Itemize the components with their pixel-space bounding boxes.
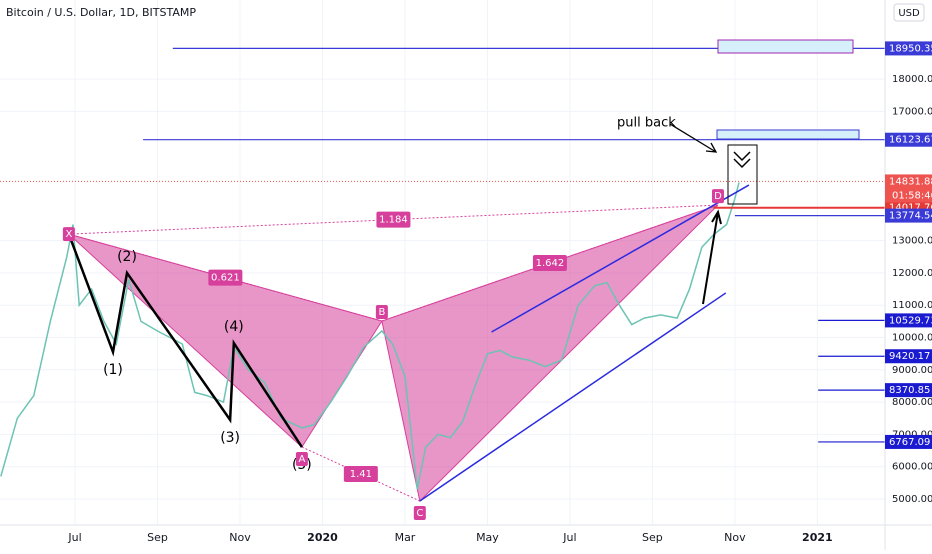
currency-label[interactable]: USD — [898, 8, 920, 19]
price-tag — [885, 383, 932, 398]
x-tick-label: Nov — [724, 531, 746, 544]
current-price-tag — [885, 174, 932, 203]
x-tick-label: Jul — [562, 531, 576, 544]
y-tick-label: 10000.00 — [892, 333, 932, 344]
y-tick-label: 5000.00 — [892, 494, 932, 505]
point-label: C — [416, 508, 423, 519]
target-box — [717, 39, 854, 54]
y-tick-label: 18000.00 — [892, 74, 932, 85]
y-tick-label: 8000.00 — [892, 397, 932, 408]
point-box — [375, 305, 388, 320]
point-box — [711, 189, 724, 204]
ratio-label: 1.642 — [536, 258, 565, 269]
y-tick-label: 13000.00 — [892, 236, 932, 247]
ratio-label: 1.184 — [379, 215, 408, 226]
y-tick-label: 17000.00 — [892, 106, 932, 117]
ratio-label: 1.41 — [350, 469, 372, 480]
price-line — [0, 182, 740, 490]
x-tick-label: 2020 — [307, 531, 338, 544]
y-tick-label: 12000.00 — [892, 268, 932, 279]
price-tag — [885, 349, 932, 364]
arrow — [702, 209, 722, 305]
annotation-arrow — [669, 123, 718, 153]
y-tick-label: 7000.00 — [892, 429, 932, 440]
ratio-box — [208, 269, 243, 286]
chevrons — [733, 151, 751, 169]
ratio-label: 0.621 — [211, 273, 240, 284]
point-label: X — [65, 229, 72, 240]
price-tag-label: 9420.17 — [889, 351, 930, 362]
y-tick-label: 9000.00 — [892, 365, 932, 376]
currency-button[interactable] — [893, 3, 925, 22]
target-box — [716, 129, 860, 140]
countdown-label: 01:58:46 — [892, 190, 932, 201]
x-tick-label: Sep — [147, 531, 168, 544]
price-tag-label: 8370.85 — [889, 385, 930, 396]
ratio-box — [376, 211, 411, 228]
current-price-label: 14831.88 — [889, 176, 932, 187]
price-tag-label: 16123.67 — [889, 135, 932, 146]
wave-label: (2) — [117, 249, 137, 265]
price-tag — [885, 41, 932, 56]
point-label: A — [298, 454, 305, 465]
y-tick-label: 6000.00 — [892, 462, 932, 473]
trendline — [419, 292, 727, 502]
point-box — [295, 452, 308, 467]
price-tag-label: 10529.73 — [889, 315, 932, 326]
ratio-box — [532, 255, 567, 272]
price-tag — [885, 434, 932, 449]
y-tick-label: 11000.00 — [892, 300, 932, 311]
point-box — [413, 505, 426, 520]
point-label: B — [378, 307, 385, 318]
price-tag-label: 13774.54 — [889, 211, 932, 222]
wave-label: (3) — [220, 430, 240, 446]
x-tick-label: Sep — [642, 531, 663, 544]
point-box — [62, 227, 75, 242]
x-tick-label: May — [476, 531, 499, 544]
annotation: pull back — [617, 116, 676, 131]
ratio-box — [343, 465, 378, 482]
price-tag — [885, 313, 932, 328]
price-tag-label: 14017.76 — [889, 203, 932, 214]
price-tag — [885, 208, 932, 223]
chart-title: Bitcoin / U.S. Dollar, 1D, BITSTAMP — [6, 6, 196, 19]
plot: 0.621 1.184 1.642 1.41 pull back (1) (2) (3) (4)… — [0, 39, 885, 520]
point-label: D — [714, 191, 722, 202]
wave-label: (4) — [224, 319, 244, 335]
trendline — [491, 184, 750, 333]
x-tick-label: Jul — [67, 531, 81, 544]
price-tag — [885, 132, 932, 147]
x-tick-label: Mar — [395, 531, 416, 544]
pullback-box — [727, 144, 758, 205]
x-tick-label: 2021 — [802, 531, 833, 544]
wave-line — [67, 233, 303, 448]
price-tag-label: 6767.09 — [889, 437, 930, 448]
wave-label: (1) — [103, 362, 123, 378]
x-tick-label: Nov — [229, 531, 251, 544]
price-tag-label: 18950.35 — [889, 43, 932, 54]
